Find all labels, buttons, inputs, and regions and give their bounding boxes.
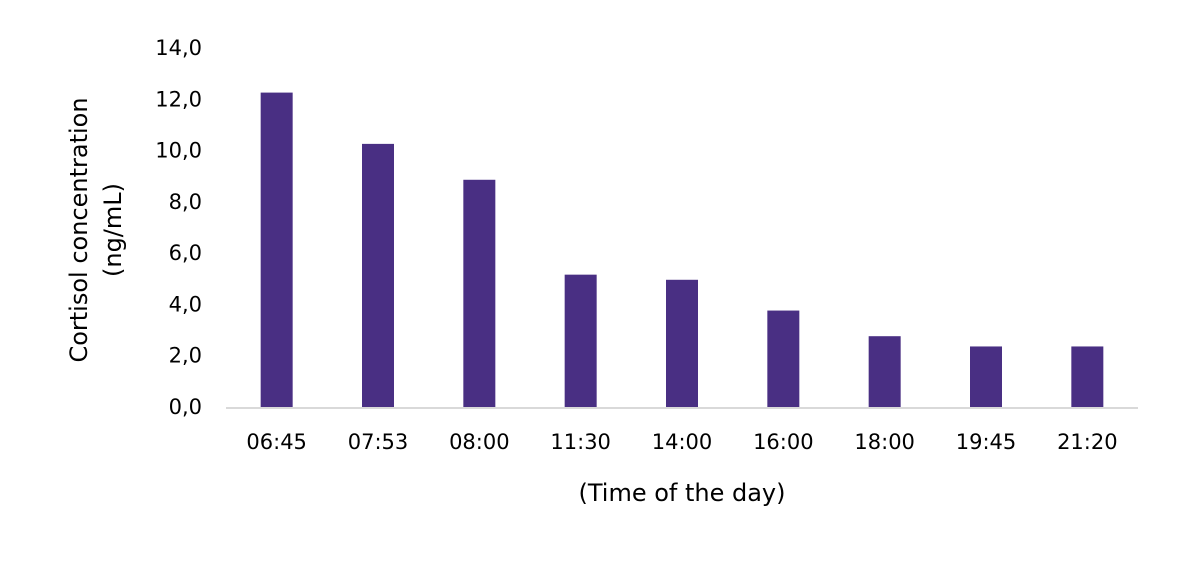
y-tick-label: 12,0 [155,87,202,111]
x-tick-label: 19:45 [956,430,1017,454]
x-tick-label: 14:00 [652,430,713,454]
y-tick-label: 0,0 [169,395,202,419]
y-tick-label: 8,0 [169,190,202,214]
x-tick-label: 11:30 [550,430,611,454]
x-tick-label: 18:00 [854,430,915,454]
bar [564,274,597,408]
x-axis-title: (Time of the day) [578,479,785,507]
bar [868,336,901,408]
bar [362,143,394,408]
x-tick-label: 16:00 [753,430,814,454]
y-axis-title-line: (ng/mL) [99,183,127,277]
x-tick-label: 21:20 [1057,430,1118,454]
y-tick-label: 10,0 [155,139,202,163]
bar [970,346,1002,408]
bar [767,310,800,408]
x-tick-label: 07:53 [348,430,409,454]
y-tick-label: 4,0 [169,292,202,316]
y-axis-title-line: Cortisol concentration [65,97,93,362]
y-axis-title: Cortisol concentration (ng/mL) [65,97,127,362]
bar [666,279,698,408]
y-tick-label: 2,0 [169,344,202,368]
y-tick-label: 14,0 [155,36,202,60]
bar [463,179,496,408]
bar [260,92,293,408]
bar [1071,346,1104,408]
x-tick-label: 06:45 [246,430,307,454]
x-tick-label: 08:00 [449,430,510,454]
y-tick-label: 6,0 [169,241,202,265]
